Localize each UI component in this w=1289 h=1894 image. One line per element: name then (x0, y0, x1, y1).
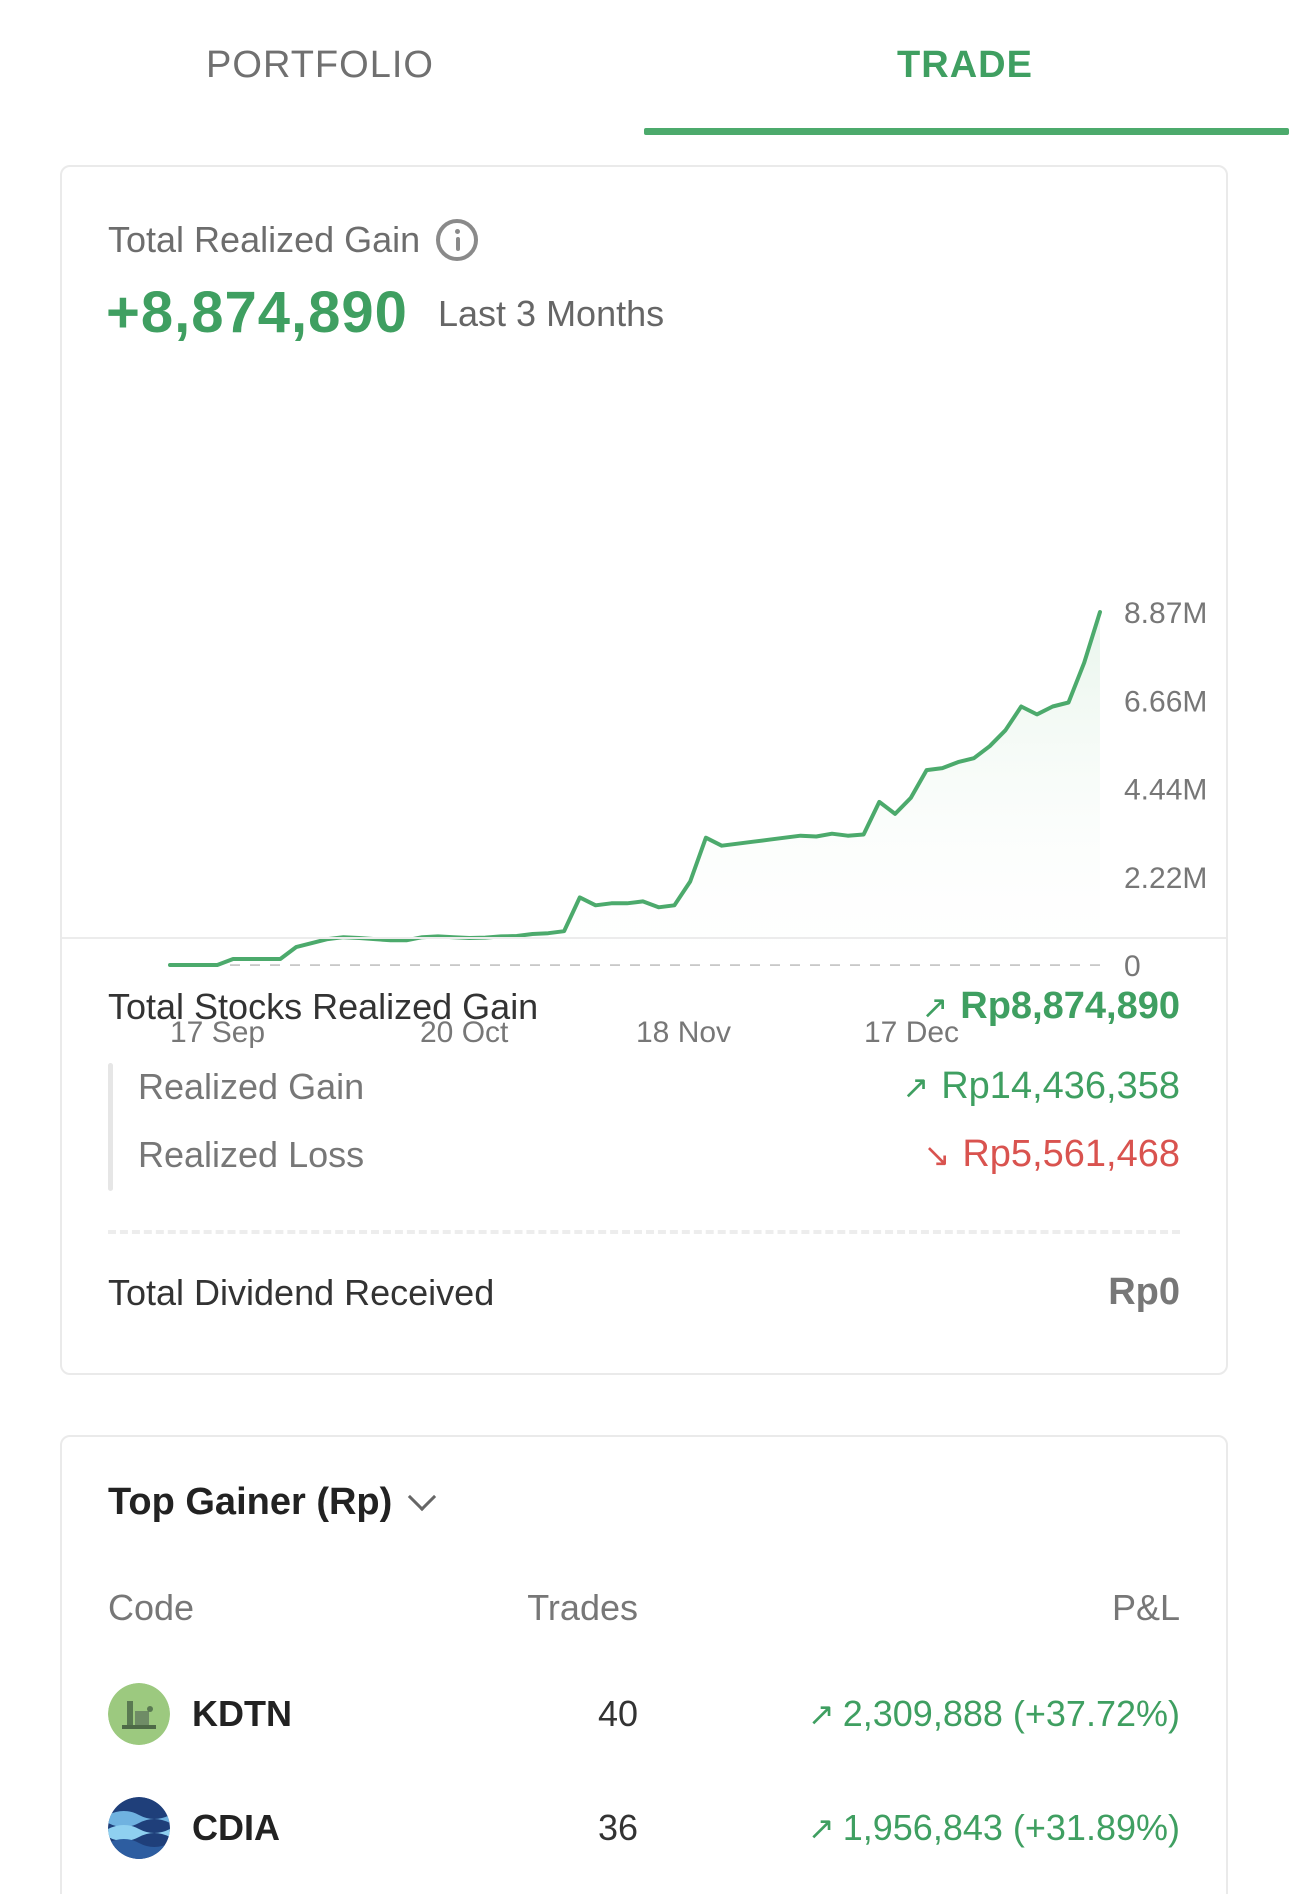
realized-loss-row: Realized Loss ↘ Rp5,561,468 (138, 1133, 1180, 1176)
chevron-down-icon (408, 1482, 437, 1511)
stock-code: CDIA (192, 1807, 280, 1848)
x-tick-label: 18 Nov (636, 1016, 731, 1049)
realized-gain-row: Realized Gain ↗ Rp14,436,358 (138, 1065, 1180, 1108)
realized-loss-label: Realized Loss (138, 1133, 365, 1175)
total-dividend-value: Rp0 (1108, 1271, 1180, 1313)
total-stocks-realized-gain-value: Rp8,874,890 (960, 985, 1180, 1027)
realized-gain-period: Last 3 Months (438, 293, 665, 334)
table-row[interactable]: CDIA 36 ↗ 1,956,843 (+31.89%) (108, 1797, 1180, 1861)
stock-trades: 36 (597, 1807, 638, 1848)
x-tick-label: 20 Oct (420, 1016, 509, 1049)
chart-series-line (168, 610, 1102, 967)
kdtn-logo-icon (108, 1683, 170, 1745)
chart-area-fill (170, 612, 1100, 965)
arrow-up-right-icon: ↗ (921, 988, 949, 1025)
realized-gain-header: Total Realized Gain (108, 219, 479, 261)
total-stocks-realized-gain-row: Total Stocks Realized Gain ↗ Rp8,874,890 (108, 985, 1180, 1028)
realized-loss-amount-wrap: ↘ Rp5,561,468 (924, 1133, 1180, 1176)
realized-gain-amount-wrap: ↗ Rp14,436,358 (902, 1065, 1180, 1108)
realized-gain-value: +8,874,890 (106, 280, 408, 345)
arrow-up-right-icon: ↗ (807, 1696, 835, 1732)
total-dividend-label: Total Dividend Received (108, 1271, 495, 1313)
stock-pl-value: 2,309,888 (+37.72%) (842, 1693, 1180, 1734)
x-tick-label: 17 Dec (864, 1016, 959, 1049)
total-stocks-realized-gain-label: Total Stocks Realized Gain (108, 985, 539, 1027)
realized-gain-amount: Rp14,436,358 (941, 1065, 1180, 1107)
y-tick-label: 4.44M (1124, 774, 1207, 807)
tab-trade[interactable]: TRADE (897, 44, 1033, 86)
top-gainer-card: Top Gainer (Rp) Code Trades P&L KDTN 40 … (60, 1435, 1228, 1894)
top-gainer-title: Top Gainer (Rp) (108, 1481, 393, 1523)
arrow-up-right-icon: ↗ (807, 1810, 835, 1846)
column-header-pl: P&L (1111, 1587, 1180, 1628)
realized-loss-amount: Rp5,561,468 (962, 1133, 1180, 1175)
cdia-logo-icon (108, 1797, 170, 1859)
y-tick-label: 0 (1124, 950, 1141, 983)
info-icon[interactable] (436, 219, 479, 261)
stock-pl-value: 1,956,843 (+31.89%) (842, 1807, 1180, 1848)
dashed-divider (108, 1230, 1180, 1234)
total-stocks-realized-gain-value-wrap: ↗ Rp8,874,890 (921, 985, 1180, 1028)
stock-pl: ↗ 1,956,843 (+31.89%) (808, 1807, 1180, 1849)
stock-pl: ↗ 2,309,888 (+37.72%) (808, 1693, 1180, 1735)
y-tick-label: 2.22M (1124, 862, 1207, 895)
stock-trades: 40 (597, 1693, 638, 1734)
realized-gain-label: Realized Gain (138, 1065, 365, 1107)
sub-items-indicator (108, 1063, 113, 1191)
column-header-code: Code (108, 1587, 195, 1628)
x-tick-label: 17 Sep (170, 1016, 265, 1049)
realized-gain-card: Total Realized Gain +8,874,890 Last 3 Mo… (60, 165, 1228, 1375)
total-dividend-row: Total Dividend Received Rp0 (108, 1271, 1180, 1314)
arrow-up-right-icon: ↗ (902, 1068, 930, 1105)
realized-gain-title: Total Realized Gain (108, 219, 421, 260)
arrow-down-right-icon: ↘ (923, 1136, 951, 1173)
stock-code: KDTN (192, 1693, 292, 1734)
section-divider (62, 937, 1226, 939)
top-gainer-dropdown[interactable]: Top Gainer (Rp) (108, 1481, 437, 1524)
active-tab-indicator (644, 128, 1289, 135)
column-header-trades: Trades (527, 1587, 638, 1628)
realized-gain-chart-svg: 8.87M 6.66M 4.44M 2.22M 0 17 Sep 20 Oct 18 Nov 1… (168, 597, 1207, 1049)
realized-gain-chart[interactable]: 8.87M 6.66M 4.44M 2.22M 0 17 Sep 20 Oct 18 Nov 1… (102, 417, 1222, 1077)
y-tick-label: 8.87M (1124, 597, 1207, 630)
y-tick-label: 6.66M (1124, 685, 1207, 718)
tab-bar: PORTFOLIO TRADE (0, 0, 1289, 135)
tab-portfolio[interactable]: PORTFOLIO (206, 44, 434, 86)
table-row[interactable]: KDTN 40 ↗ 2,309,888 (+37.72%) (108, 1683, 1180, 1747)
